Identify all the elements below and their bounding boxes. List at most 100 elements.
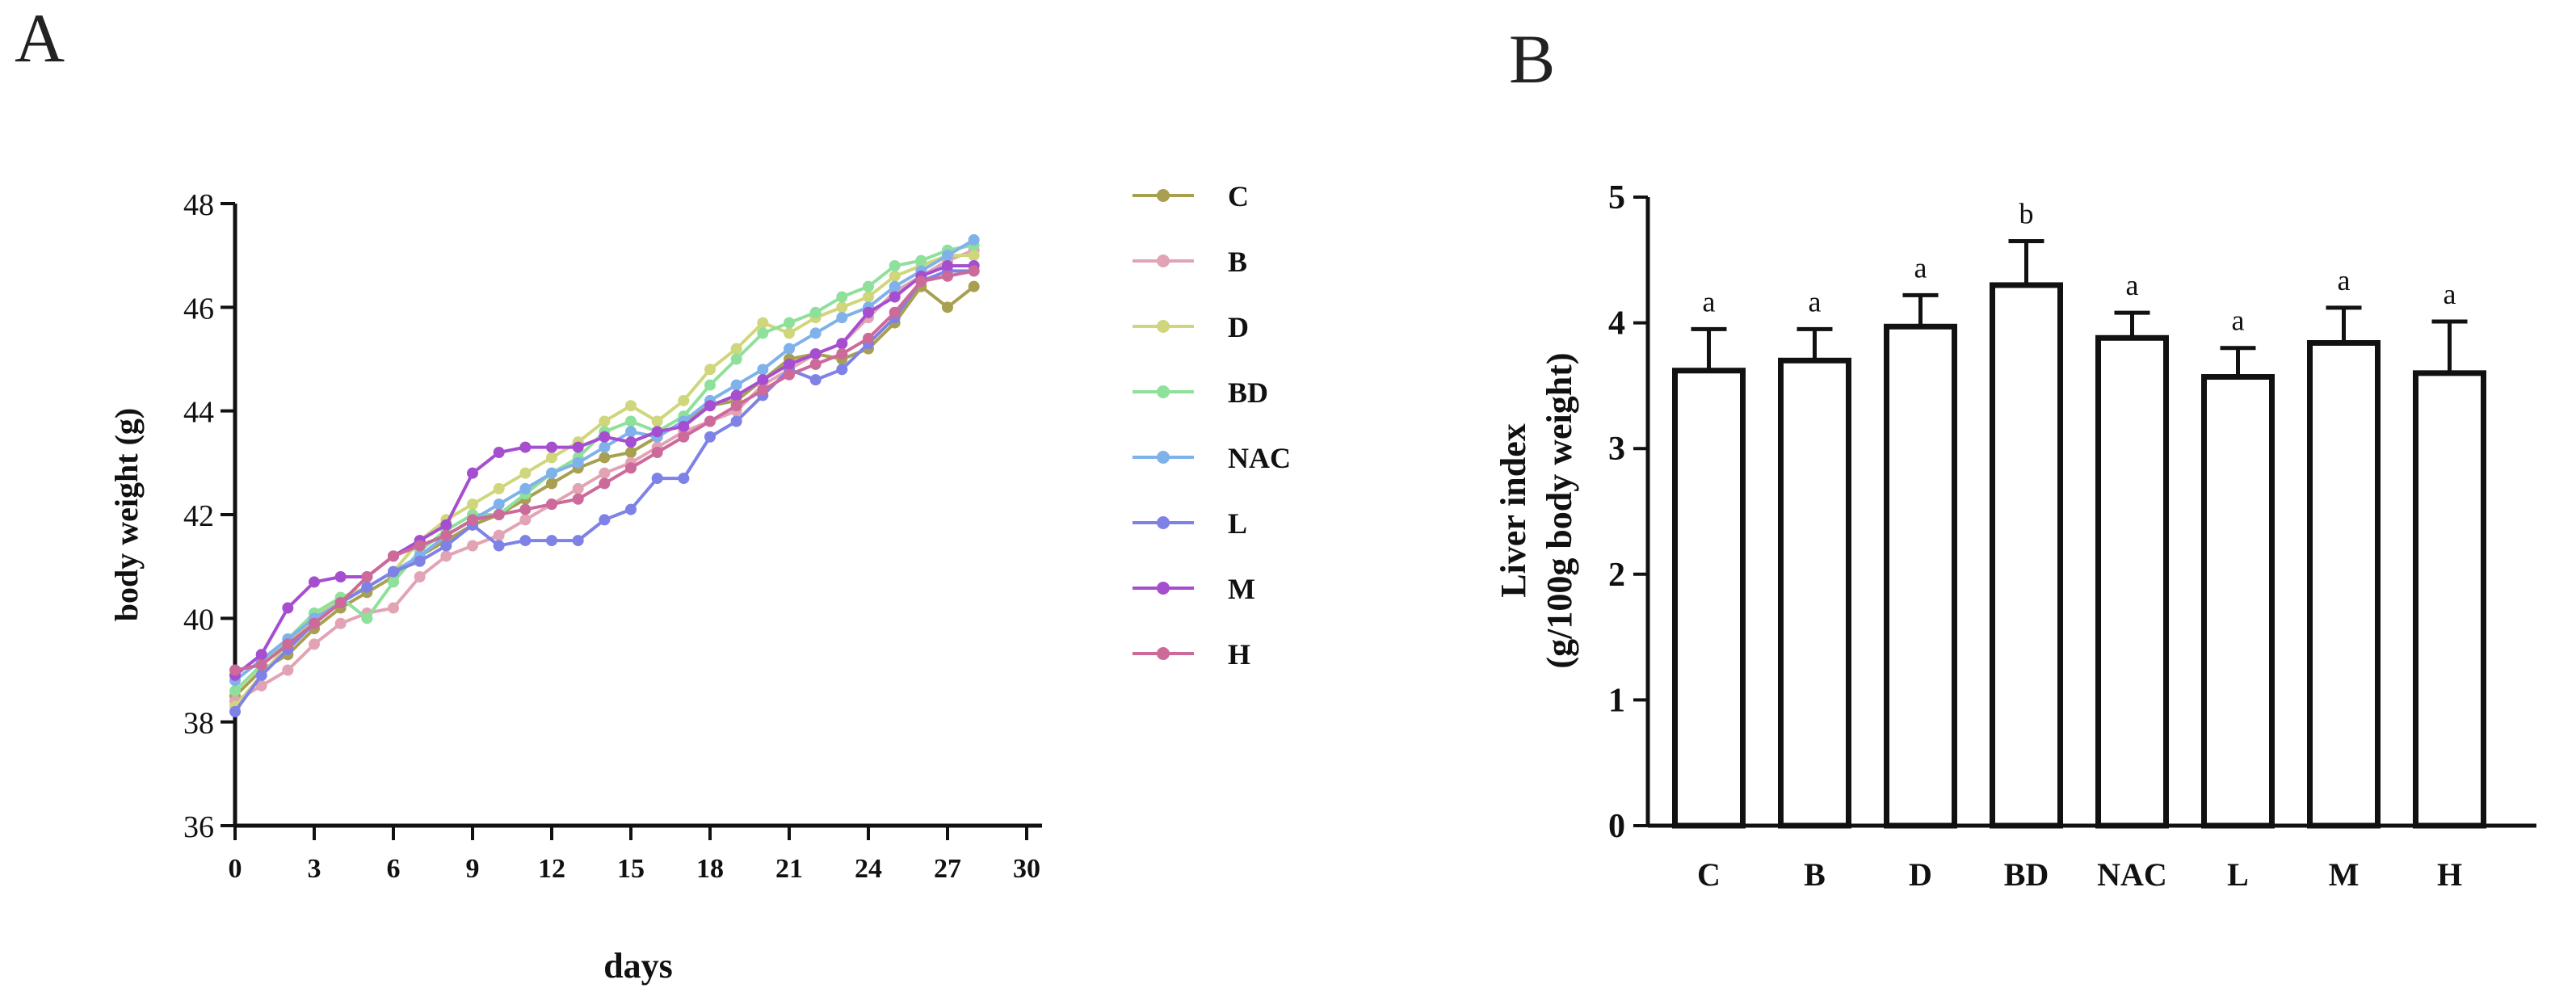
- data-point: [625, 415, 637, 427]
- data-point: [625, 447, 637, 458]
- y-tick-label: 46: [183, 292, 214, 326]
- bar-group-d: a: [1884, 251, 1957, 829]
- data-point: [942, 250, 953, 262]
- data-point: [651, 447, 663, 458]
- data-point: [625, 436, 637, 448]
- data-point: [889, 270, 901, 282]
- significance-letter: a: [2338, 264, 2351, 296]
- y-tick-label: 2: [1608, 557, 1625, 594]
- data-point: [519, 441, 532, 453]
- y-tick-label: 0: [1608, 808, 1625, 845]
- data-point: [678, 420, 690, 432]
- data-point: [519, 482, 532, 494]
- data-point: [836, 338, 848, 350]
- data-point: [388, 602, 399, 614]
- data-point: [730, 415, 742, 427]
- data-point: [757, 327, 769, 339]
- data-point: [388, 550, 399, 562]
- legend-item-m: M: [1133, 573, 1255, 605]
- legend-item-c: C: [1133, 180, 1249, 212]
- data-point: [309, 576, 320, 588]
- data-point: [255, 659, 267, 671]
- data-point: [599, 514, 611, 526]
- y-tick-label: 40: [183, 603, 214, 637]
- data-point: [599, 477, 611, 490]
- data-point: [388, 566, 399, 578]
- y-tick-label: 5: [1608, 179, 1625, 217]
- data-point: [414, 555, 426, 567]
- data-point: [809, 327, 822, 339]
- x-category-label: L: [2227, 856, 2249, 893]
- data-point: [519, 503, 532, 515]
- y-tick-label: 44: [183, 396, 214, 430]
- legend-marker: [1157, 647, 1170, 660]
- bar: [1672, 368, 1746, 829]
- data-point: [334, 597, 347, 609]
- data-point: [440, 550, 452, 562]
- data-point: [757, 385, 769, 396]
- data-point: [784, 358, 795, 370]
- legend-item-d: D: [1133, 311, 1249, 343]
- legend-label: D: [1228, 311, 1249, 343]
- significance-letter: a: [1809, 285, 1822, 317]
- legend-marker: [1157, 516, 1170, 529]
- legend-label: BD: [1228, 376, 1268, 409]
- data-point: [784, 343, 795, 355]
- data-point: [519, 514, 532, 526]
- data-point: [467, 540, 478, 552]
- data-point: [625, 462, 637, 474]
- data-point: [704, 431, 716, 443]
- data-point: [678, 473, 690, 485]
- series-h: [229, 265, 980, 676]
- data-point: [730, 353, 742, 365]
- data-point: [546, 535, 557, 547]
- data-point: [942, 270, 953, 282]
- legend-item-b: B: [1133, 246, 1247, 278]
- y-tick-label: 48: [183, 188, 214, 222]
- data-point: [599, 452, 611, 464]
- x-category-label: C: [1697, 856, 1721, 893]
- data-point: [863, 280, 874, 292]
- x-tick-label: 15: [617, 854, 645, 884]
- bar-group-m: a: [2307, 264, 2381, 829]
- data-point: [572, 441, 584, 453]
- data-point: [334, 617, 347, 629]
- legend-marker: [1157, 451, 1170, 464]
- y-axis-label-line1: Liver index: [1494, 423, 1533, 598]
- significance-letter: a: [2126, 269, 2139, 301]
- data-point: [730, 343, 742, 355]
- series-m: [229, 260, 980, 681]
- data-point: [282, 664, 294, 676]
- legend-label: B: [1228, 246, 1247, 278]
- legend-marker: [1157, 385, 1170, 398]
- data-point: [757, 364, 769, 376]
- legend-item-h: H: [1133, 638, 1250, 671]
- data-point: [414, 540, 426, 552]
- data-point: [546, 498, 557, 511]
- legend-label: C: [1228, 180, 1249, 212]
- data-point: [863, 332, 874, 344]
- data-point: [334, 571, 347, 582]
- x-category-label: NAC: [2097, 856, 2167, 893]
- data-point: [519, 535, 532, 547]
- data-point: [942, 260, 953, 271]
- data-point: [651, 426, 663, 438]
- data-point: [440, 540, 452, 552]
- x-category-label: BD: [2004, 856, 2049, 893]
- data-point: [889, 291, 901, 303]
- data-point: [440, 519, 452, 531]
- data-point: [889, 306, 901, 318]
- data-point: [730, 379, 742, 391]
- x-axis-label: days: [603, 946, 673, 986]
- data-point: [282, 638, 294, 650]
- legend-item-l: L: [1133, 507, 1247, 540]
- significance-letter: a: [1914, 251, 1927, 284]
- data-point: [836, 301, 848, 313]
- data-point: [625, 503, 637, 515]
- significance-letter: a: [2444, 278, 2456, 310]
- data-point: [493, 529, 505, 541]
- y-tick-label: 36: [183, 810, 214, 844]
- bar-group-nac: a: [2095, 269, 2169, 829]
- bar: [2201, 374, 2275, 829]
- data-point: [599, 467, 611, 479]
